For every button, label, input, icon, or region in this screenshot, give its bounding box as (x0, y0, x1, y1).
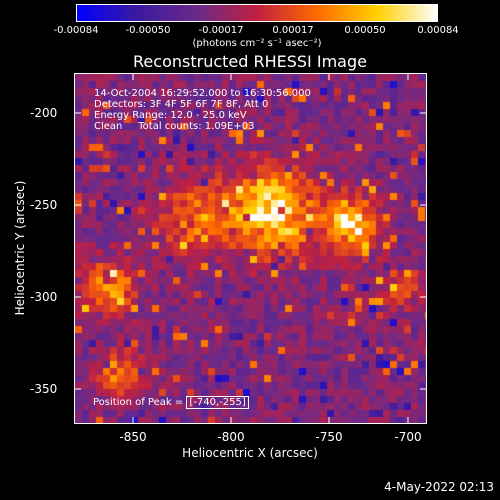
colorbar-tick: 0.00084 (417, 25, 459, 36)
colorbar (76, 4, 438, 22)
colorbar-tick: 0.00050 (344, 25, 386, 36)
image-title: Reconstructed RHESSI Image (133, 52, 367, 71)
x-tick-label: -700 (394, 430, 422, 444)
timestamp: 4-May-2022 02:13 (384, 480, 494, 494)
y-tick-label: -250 (30, 198, 58, 212)
colorbar-units: (photons cm⁻² s⁻¹ asec⁻²) (192, 38, 322, 49)
solar-image-plot (74, 73, 427, 424)
info-energy-range: Energy Range: 12.0 - 25.0 keV (94, 110, 247, 121)
heatmap-canvas (75, 74, 426, 423)
peak-label: Position of Peak = (93, 397, 187, 408)
y-axis-label: Heliocentric Y (arcsec) (13, 180, 27, 316)
peak-value: [-740,-255] (186, 396, 249, 409)
colorbar-tick: -0.00017 (198, 25, 244, 36)
colorbar-tick: 0.00017 (272, 25, 314, 36)
y-tick-label: -200 (30, 106, 58, 120)
colorbar-tick: -0.00050 (125, 25, 171, 36)
x-axis-label: Heliocentric X (arcsec) (182, 446, 318, 460)
x-tick-label: -800 (217, 430, 245, 444)
info-counts: Clean Total counts: 1.09E+03 (94, 121, 255, 132)
info-time-range: 14-Oct-2004 16:29:52.000 to 16:30:56.000 (94, 88, 311, 99)
info-detectors: Detectors: 3F 4F 5F 6F 7F 8F, Att 0 (94, 99, 269, 110)
x-tick-label: -850 (119, 430, 147, 444)
y-tick-label: -300 (30, 290, 58, 304)
x-tick-label: -750 (315, 430, 343, 444)
y-tick-label: -350 (30, 382, 58, 396)
colorbar-tick: -0.00084 (53, 25, 99, 36)
peak-position: Position of Peak = [-740,-255] (93, 396, 249, 409)
